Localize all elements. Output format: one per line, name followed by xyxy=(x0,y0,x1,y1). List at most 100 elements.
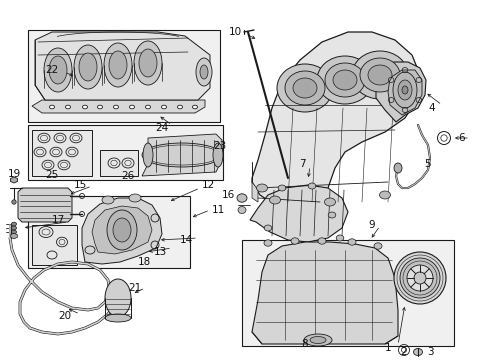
Ellipse shape xyxy=(373,243,381,249)
Polygon shape xyxy=(18,188,72,222)
Bar xyxy=(28,125,223,180)
Ellipse shape xyxy=(12,230,17,234)
Ellipse shape xyxy=(397,80,411,100)
Ellipse shape xyxy=(134,41,162,85)
Ellipse shape xyxy=(49,105,54,109)
Text: 4: 4 xyxy=(428,103,434,113)
Polygon shape xyxy=(251,32,419,208)
Polygon shape xyxy=(375,62,425,122)
Ellipse shape xyxy=(196,58,212,86)
Ellipse shape xyxy=(278,185,285,191)
Ellipse shape xyxy=(325,63,364,97)
Ellipse shape xyxy=(237,194,246,202)
Ellipse shape xyxy=(113,105,118,109)
Ellipse shape xyxy=(392,72,416,108)
Ellipse shape xyxy=(399,258,439,298)
Ellipse shape xyxy=(177,105,182,109)
Ellipse shape xyxy=(129,194,141,202)
Text: 1: 1 xyxy=(384,343,390,353)
Ellipse shape xyxy=(264,240,271,246)
Polygon shape xyxy=(387,70,421,115)
Text: 21: 21 xyxy=(128,283,142,293)
Ellipse shape xyxy=(192,105,197,109)
Ellipse shape xyxy=(393,163,401,173)
Ellipse shape xyxy=(105,314,131,322)
Polygon shape xyxy=(142,134,222,176)
Ellipse shape xyxy=(79,53,97,81)
Ellipse shape xyxy=(317,238,325,244)
Ellipse shape xyxy=(285,71,325,105)
Ellipse shape xyxy=(309,337,325,343)
Bar xyxy=(28,30,220,122)
Text: 6: 6 xyxy=(458,133,465,143)
Text: 14: 14 xyxy=(179,235,192,245)
Ellipse shape xyxy=(142,143,153,167)
Ellipse shape xyxy=(105,279,131,317)
Ellipse shape xyxy=(406,265,432,291)
Text: 25: 25 xyxy=(45,170,59,180)
Bar xyxy=(32,225,77,265)
Text: 3: 3 xyxy=(426,347,432,357)
Text: 5: 5 xyxy=(424,159,430,169)
Text: 11: 11 xyxy=(211,205,224,215)
Ellipse shape xyxy=(113,218,131,242)
Ellipse shape xyxy=(413,348,422,356)
Ellipse shape xyxy=(367,65,391,85)
Ellipse shape xyxy=(82,105,87,109)
Ellipse shape xyxy=(44,48,72,92)
Polygon shape xyxy=(92,206,152,254)
Ellipse shape xyxy=(276,64,332,112)
Ellipse shape xyxy=(161,105,166,109)
Ellipse shape xyxy=(327,212,335,218)
Text: 16: 16 xyxy=(221,190,234,200)
Ellipse shape xyxy=(107,210,137,250)
Ellipse shape xyxy=(379,191,390,199)
Text: 24: 24 xyxy=(155,123,168,133)
Ellipse shape xyxy=(393,252,445,304)
Ellipse shape xyxy=(145,105,150,109)
Bar xyxy=(32,130,92,176)
Ellipse shape xyxy=(336,235,343,241)
Ellipse shape xyxy=(413,272,425,284)
Ellipse shape xyxy=(324,198,335,206)
Ellipse shape xyxy=(347,239,355,245)
Bar xyxy=(242,240,453,346)
Text: 22: 22 xyxy=(45,65,59,75)
Ellipse shape xyxy=(12,222,17,226)
Text: 7: 7 xyxy=(298,159,305,169)
Text: 19: 19 xyxy=(7,169,20,179)
Text: 15: 15 xyxy=(73,180,86,190)
Ellipse shape xyxy=(12,226,17,230)
Ellipse shape xyxy=(359,58,399,92)
Ellipse shape xyxy=(49,56,67,84)
Ellipse shape xyxy=(74,45,102,89)
Ellipse shape xyxy=(104,43,132,87)
Ellipse shape xyxy=(290,238,298,244)
Polygon shape xyxy=(32,100,204,113)
Ellipse shape xyxy=(256,184,267,192)
Ellipse shape xyxy=(213,143,223,167)
Ellipse shape xyxy=(109,51,127,79)
Text: 17: 17 xyxy=(51,215,64,225)
Ellipse shape xyxy=(351,51,407,99)
Ellipse shape xyxy=(307,183,315,189)
Polygon shape xyxy=(35,32,209,100)
Bar xyxy=(28,196,190,268)
Bar xyxy=(100,150,138,176)
Ellipse shape xyxy=(200,65,207,79)
Ellipse shape xyxy=(97,105,102,109)
Polygon shape xyxy=(11,177,18,183)
Ellipse shape xyxy=(292,78,316,98)
Text: 13: 13 xyxy=(153,247,166,257)
Ellipse shape xyxy=(139,49,157,77)
Ellipse shape xyxy=(316,56,372,104)
Ellipse shape xyxy=(401,86,407,94)
Ellipse shape xyxy=(65,105,70,109)
Text: 9: 9 xyxy=(368,220,375,230)
Ellipse shape xyxy=(304,334,331,346)
Text: 18: 18 xyxy=(137,257,150,267)
Ellipse shape xyxy=(332,70,356,90)
Polygon shape xyxy=(11,233,17,239)
Text: 10: 10 xyxy=(228,27,241,37)
Ellipse shape xyxy=(269,196,280,204)
